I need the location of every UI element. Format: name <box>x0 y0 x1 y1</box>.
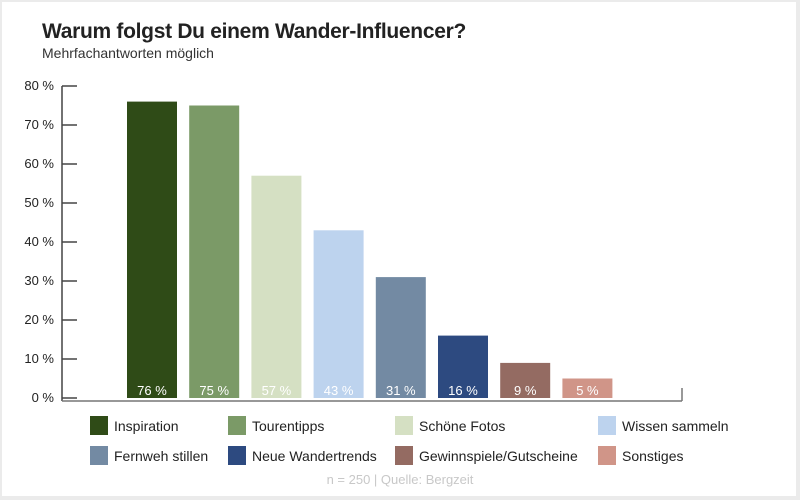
legend-item: Sonstiges <box>598 446 683 465</box>
bar-0 <box>127 101 177 398</box>
legend-label: Inspiration <box>114 417 179 434</box>
y-tick-label: 80 % <box>24 78 54 93</box>
legend-swatch <box>228 416 246 435</box>
bar-7 <box>562 378 613 398</box>
y-tick-label: 20 % <box>24 312 54 327</box>
bar-3 <box>313 230 364 398</box>
legend-swatch <box>228 446 246 465</box>
y-tick-label: 10 % <box>24 351 54 366</box>
legend-item: Schöne Fotos <box>395 416 505 435</box>
chart-title: Warum folgst Du einem Wander-Influencer? <box>42 20 466 43</box>
y-tick-label: 70 % <box>24 117 54 132</box>
y-tick-label: 60 % <box>24 156 54 171</box>
legend-item: Fernweh stillen <box>90 446 208 465</box>
y-tick-label: 40 % <box>24 234 54 249</box>
legend-label: Schöne Fotos <box>419 417 506 434</box>
legend-item: Gewinnspiele/Gutscheine <box>395 446 578 465</box>
bar-value-label: 9 % <box>514 383 537 398</box>
legend-swatch <box>90 416 108 435</box>
bar-value-label: 57 % <box>262 383 292 398</box>
bar-value-label: 16 % <box>448 383 478 398</box>
legend-label: Wissen sammeln <box>622 417 729 434</box>
chart-subtitle: Mehrfachantworten möglich <box>42 45 214 61</box>
legend-item: Inspiration <box>90 416 179 435</box>
bar-value-label: 31 % <box>386 383 416 398</box>
bar-value-label: 43 % <box>324 383 354 398</box>
legend-label: Gewinnspiele/Gutscheine <box>419 447 578 464</box>
legend-label: Sonstiges <box>622 447 684 464</box>
source-note: n = 250 | Quelle: Bergzeit <box>326 472 474 487</box>
legend-label: Neue Wandertrends <box>252 447 377 464</box>
legend-swatch <box>395 446 413 465</box>
bar-5 <box>438 335 488 398</box>
bar-value-label: 5 % <box>576 383 599 398</box>
bar-value-label: 76 % <box>137 383 167 398</box>
legend-swatch <box>90 446 108 465</box>
bar-6 <box>500 362 551 398</box>
y-tick-label: 50 % <box>24 195 54 210</box>
bar-1 <box>189 105 240 398</box>
legend-swatch <box>598 416 616 435</box>
legend-item: Tourentipps <box>228 416 324 435</box>
legend-swatch <box>598 446 616 465</box>
bar-2 <box>251 175 302 398</box>
legend-label: Tourentipps <box>252 417 325 434</box>
legend-swatch <box>395 416 413 435</box>
bar-value-label: 75 % <box>199 383 229 398</box>
y-tick-label: 0 % <box>32 390 55 405</box>
bar-4 <box>375 277 426 398</box>
legend-item: Wissen sammeln <box>598 416 729 435</box>
legend-item: Neue Wandertrends <box>228 446 377 465</box>
legend-label: Fernweh stillen <box>114 447 209 464</box>
y-tick-label: 30 % <box>24 273 54 288</box>
